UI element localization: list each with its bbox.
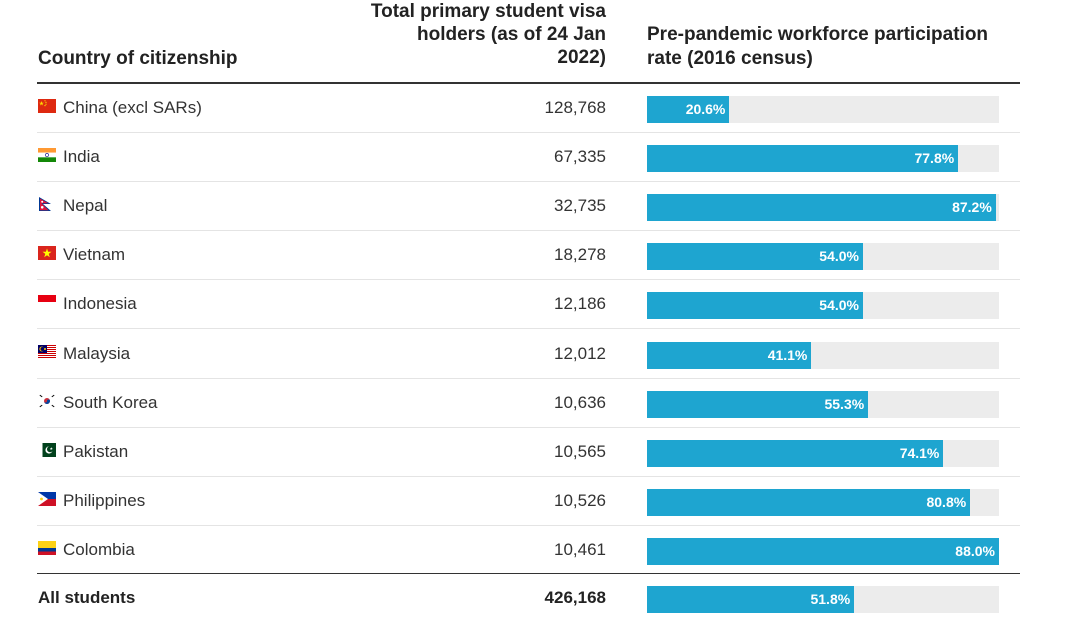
table-row: South Korea 10,636 55.3% <box>0 379 1080 428</box>
participation-bar-label: 74.1% <box>899 444 940 461</box>
visa-holders-value: 10,461 <box>554 539 606 559</box>
table-row: Philippines 10,526 80.8% <box>0 477 1080 526</box>
visa-holders-value: 128,768 <box>544 98 606 117</box>
country-name: India <box>63 147 100 167</box>
table-row: Pakistan 10,565 74.1% <box>0 428 1080 477</box>
participation-bar: 74.1% <box>647 439 944 467</box>
indonesia-flag-icon <box>38 295 56 310</box>
participation-bar-label: 54.0% <box>819 297 859 314</box>
row-divider <box>37 426 1020 428</box>
participation-bar-track: 54.0% <box>647 292 999 320</box>
visa-holders-value: 18,278 <box>554 245 606 265</box>
row-divider <box>37 181 1020 183</box>
visa-holders-value: 10,526 <box>554 490 606 510</box>
participation-bar-label: 41.1% <box>767 346 808 363</box>
total-bar-track: 51.8% <box>647 586 999 613</box>
table-header: Country of citizenship Total primary stu… <box>0 0 1080 84</box>
table-row: Malaysia 12,012 41.1% <box>0 330 1080 379</box>
participation-bar-track: 55.3% <box>647 390 999 418</box>
participation-bar: 54.0% <box>647 243 863 271</box>
visa-holders-value: 67,335 <box>554 147 606 167</box>
country-name: Nepal <box>63 196 108 216</box>
table-row: China (excl SARs) 128,768 20.6% <box>0 84 1080 133</box>
participation-bar-track: 77.8% <box>647 145 999 173</box>
country-name: Colombia <box>63 539 135 559</box>
participation-bar-label: 87.2% <box>952 199 992 216</box>
row-divider <box>37 279 1020 281</box>
visa-holders-value: 10,565 <box>554 441 606 461</box>
country-name: Malaysia <box>63 343 131 363</box>
participation-bar: 88.0% <box>647 537 999 565</box>
philippines-flag-icon <box>38 491 56 506</box>
column-header-visa-holders: Total primary student visa holders (as o… <box>346 0 606 69</box>
participation-bar-label: 80.8% <box>926 493 967 510</box>
participation-bar-track: 41.1% <box>647 341 999 369</box>
country-name: Pakistan <box>63 441 129 461</box>
country-name: China (excl SARs) <box>63 98 202 117</box>
row-divider <box>37 328 1020 330</box>
table-row: India 67,335 77.8% <box>0 133 1080 183</box>
country-name: South Korea <box>63 392 158 412</box>
row-divider <box>37 475 1020 477</box>
china-flag-icon <box>38 99 56 113</box>
participation-bar-label: 20.6% <box>685 101 726 117</box>
vietnam-flag-icon <box>38 246 56 261</box>
visa-holders-value: 32,735 <box>554 196 606 216</box>
participation-bar-label: 54.0% <box>819 248 859 265</box>
row-divider <box>37 230 1020 232</box>
total-divider <box>37 573 1020 574</box>
column-header-country: Country of citizenship <box>38 48 238 69</box>
participation-bar: 55.3% <box>647 390 869 418</box>
row-divider <box>37 132 1020 133</box>
participation-bar: 80.8% <box>647 488 971 516</box>
pakistan-flag-icon <box>38 442 56 457</box>
visa-holders-value: 10,636 <box>554 392 606 412</box>
participation-bar-track: 20.6% <box>647 96 999 123</box>
total-label: All students <box>38 588 136 607</box>
column-header-rate-line1: Pre-pandemic workforce participation <box>647 24 989 45</box>
column-header-visa-line1: Total primary student visa <box>370 1 606 22</box>
participation-bar-label: 77.8% <box>914 150 955 167</box>
participation-bar: 54.0% <box>647 292 863 320</box>
table-row: Nepal 32,735 87.2% <box>0 182 1080 232</box>
participation-bar: 77.8% <box>647 145 959 173</box>
table-row: Indonesia 12,186 54.0% <box>0 280 1080 330</box>
total-row: All students 426,168 51.8% <box>0 574 1080 623</box>
row-divider <box>37 524 1020 526</box>
table-row: Colombia 10,461 88.0% <box>0 526 1080 575</box>
participation-bar: 41.1% <box>647 341 812 369</box>
visa-holders-value: 12,012 <box>554 343 606 363</box>
participation-bar: 87.2% <box>647 194 996 222</box>
participation-bar-track: 74.1% <box>647 439 999 467</box>
south-korea-flag-icon <box>38 393 56 408</box>
column-header-visa-line2: holders (as of 24 Jan <box>416 24 606 45</box>
participation-bar-track: 80.8% <box>647 488 999 516</box>
participation-bar-track: 88.0% <box>647 537 999 565</box>
nepal-flag-icon <box>38 197 56 212</box>
row-divider <box>37 377 1020 379</box>
header-divider <box>37 82 1020 84</box>
colombia-flag-icon <box>38 540 56 555</box>
country-name: Vietnam <box>63 245 126 265</box>
participation-bar-label: 88.0% <box>955 542 995 559</box>
column-header-visa-line3: 2022) <box>557 47 606 68</box>
total-bar: 51.8% <box>647 586 855 613</box>
participation-bar-track: 54.0% <box>647 243 999 271</box>
column-header-rate-line2: rate (2016 census) <box>647 48 813 69</box>
total-visa-holders: 426,168 <box>544 588 606 607</box>
column-header-participation-rate: Pre-pandemic workforce participation rat… <box>647 23 1007 71</box>
table-row: Vietnam 18,278 54.0% <box>0 231 1080 281</box>
participation-bar: 20.6% <box>647 96 730 123</box>
malaysia-flag-icon <box>38 344 56 359</box>
india-flag-icon <box>38 148 56 163</box>
participation-bar-label: 55.3% <box>824 395 865 412</box>
visa-holders-value: 12,186 <box>554 294 606 314</box>
country-name: Indonesia <box>63 294 137 314</box>
country-name: Philippines <box>63 490 146 510</box>
participation-bar-track: 87.2% <box>647 194 999 222</box>
total-bar-label: 51.8% <box>810 591 851 607</box>
